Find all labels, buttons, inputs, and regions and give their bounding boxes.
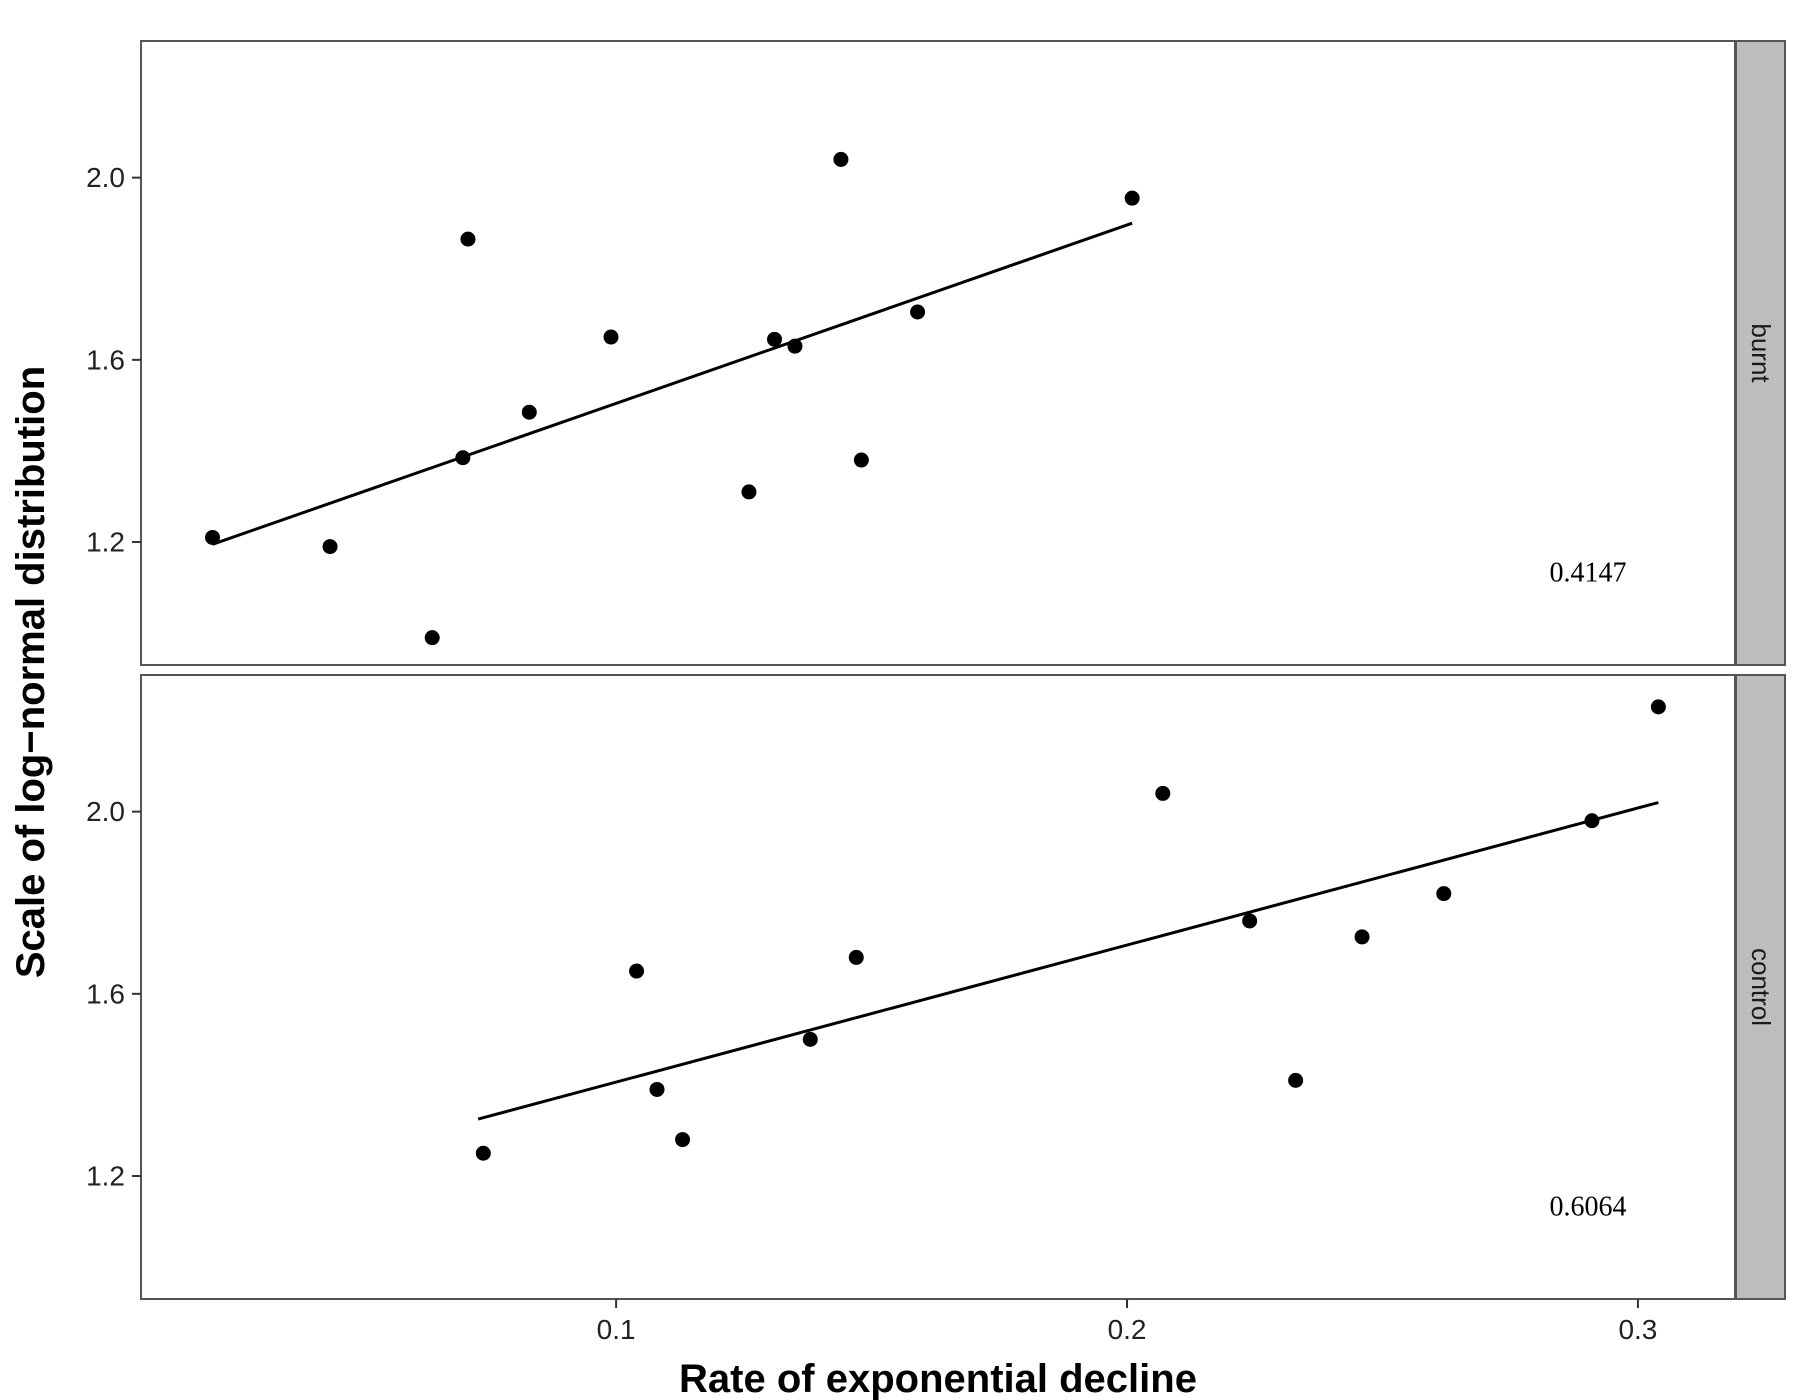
facet-panel-burnt: burnt 1.2 1.6 2.0 0.4147 [86,40,1786,666]
data-point [649,1081,665,1097]
y-tick-label: 2.0 [86,162,125,193]
data-point [1436,886,1452,902]
data-point [1288,1072,1304,1088]
y-axis-title: Scale of log−normal distribution [9,366,53,978]
x-axis-title: Rate of exponential decline [679,1357,1197,1400]
data-point [521,404,537,420]
panel-background [140,674,1736,1300]
data-point [1155,785,1171,801]
data-point [424,630,440,646]
data-point [910,304,926,320]
data-point [1650,699,1666,715]
data-point [741,484,757,500]
y-tick-label: 1.6 [86,344,125,375]
y-tick-label: 1.6 [86,978,125,1009]
facet-panels: burnt 1.2 1.6 2.0 0.4147 control 1.2 1.6 2.0 0.60… [86,40,1786,1300]
data-point [833,151,849,167]
data-point [1354,929,1370,945]
facet-strip-label: control [1746,948,1776,1026]
data-point [853,452,869,468]
x-tick-label: 0.2 [1108,1314,1147,1345]
data-point [767,331,783,347]
x-tick-label: 0.1 [597,1314,636,1345]
data-point [848,949,864,965]
facet-panel-control: control 1.2 1.6 2.0 0.6064 [86,674,1786,1300]
y-tick-label: 1.2 [86,1161,125,1192]
data-point [675,1132,691,1148]
data-point [205,529,221,545]
data-point [802,1031,818,1047]
data-point [322,539,338,555]
data-point [629,963,645,979]
facet-strip [1735,674,1786,1300]
x-axis: 0.1 0.2 0.3 [597,1299,1657,1345]
data-point [460,231,476,247]
data-point [603,329,619,345]
data-point [1584,813,1600,829]
y-tick-label: 1.2 [86,527,125,558]
data-point [787,338,803,354]
data-point [475,1145,491,1161]
regression-line [212,221,1133,546]
data-point [1124,190,1140,206]
data-point [1242,913,1258,929]
x-tick-label: 0.3 [1618,1314,1657,1345]
y-tick-label: 2.0 [86,796,125,827]
panel-background [140,40,1736,666]
panel-annotation: 0.6064 [1550,1192,1627,1223]
regression-line [477,801,1659,1121]
facet-strip [1735,40,1786,666]
panel-annotation: 0.4147 [1550,558,1627,589]
data-point [455,450,471,466]
facet-strip-label: burnt [1746,323,1776,383]
